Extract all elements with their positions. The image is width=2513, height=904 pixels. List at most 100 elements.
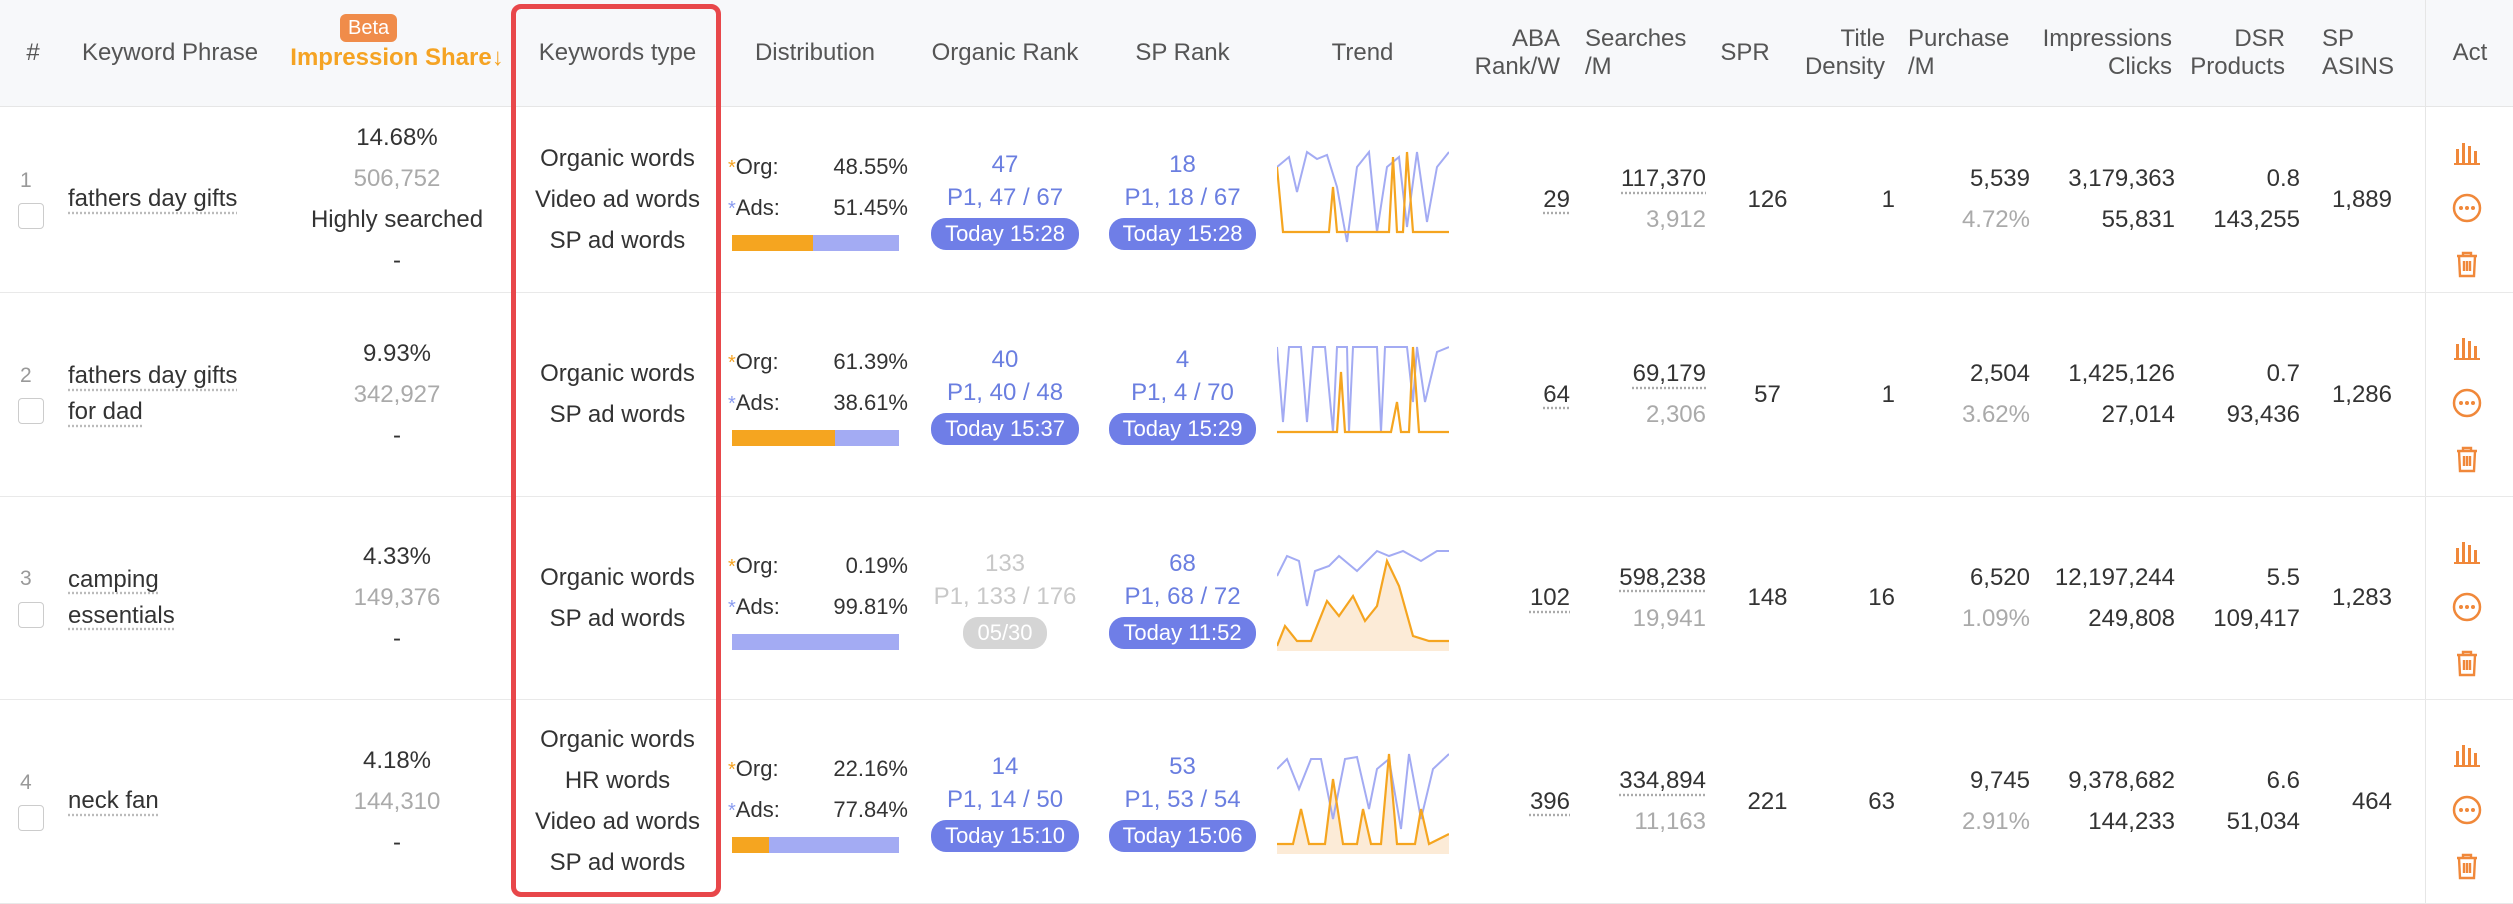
organic-rank-time-badge: Today 15:37 (931, 413, 1079, 445)
aba-rank-cell[interactable]: 29 (1543, 185, 1570, 213)
row-checkbox[interactable] (18, 805, 44, 831)
purchase-cell: 2,504 3.62% (1905, 292, 2030, 496)
col-impression-share[interactable]: Impression Share↓ (290, 44, 504, 71)
keyword-line-1[interactable]: neck fan (68, 787, 159, 814)
distribution-bar (732, 235, 899, 251)
col-impressions-clicks[interactable]: Impressions Clicks (2042, 25, 2172, 80)
organic-rank-page: P1, 40 / 48 (946, 379, 1064, 406)
col-searches[interactable]: Searches/M (1585, 25, 1687, 80)
impression-share-dash: - (393, 625, 401, 652)
organic-rank-cell[interactable]: 47 P1, 47 / 67 Today 15:28 (915, 106, 1095, 292)
dsr-products-cell: 0.7 93,436 (2185, 292, 2300, 496)
impressions-clicks-cell: 9,378,682 144,233 (2030, 699, 2175, 903)
col-spr[interactable]: SPR (1720, 39, 1770, 66)
bar-chart-icon[interactable] (2450, 737, 2484, 771)
keyword-cell[interactable]: fathers day gifts (68, 106, 268, 292)
aba-rank-cell[interactable]: 396 (1529, 787, 1570, 815)
sp-rank-cell[interactable]: 53 P1, 53 / 54 Today 15:06 (1100, 699, 1265, 903)
col-organic-rank[interactable]: Organic Rank (931, 39, 1079, 66)
col-distribution[interactable]: Distribution (754, 39, 876, 66)
bar-chart-icon[interactable] (2450, 534, 2484, 568)
distribution-cell: *Org: 22.16% *Ads: 77.84% (728, 699, 908, 903)
row-checkbox[interactable] (18, 601, 44, 628)
sp-rank-page: P1, 18 / 67 (1124, 184, 1241, 211)
row-checkbox[interactable] (18, 203, 44, 229)
searches-cell[interactable]: 69,179 2,306 (1570, 292, 1706, 496)
searches-value[interactable]: 117,370 (1621, 165, 1706, 192)
keyword-line-2[interactable]: for dad (68, 398, 143, 425)
aba-rank-cell[interactable]: 64 (1543, 380, 1570, 408)
col-aba-rank[interactable]: ABA Rank/W (1474, 25, 1560, 80)
sp-rank-cell[interactable]: 18 P1, 18 / 67 Today 15:28 (1100, 106, 1265, 292)
impression-share-count: 144,310 (353, 787, 441, 815)
trash-icon[interactable] (2450, 442, 2484, 476)
keyword-line-1[interactable]: fathers day gifts (68, 185, 238, 212)
impression-share-pct: 4.33% (362, 543, 432, 570)
col-sp-asins[interactable]: SP ASINS (2322, 25, 2395, 80)
trash-icon[interactable] (2450, 646, 2484, 680)
title-density-cell: 63 (1868, 787, 1895, 815)
dsr-value: 6.6 (2266, 767, 2300, 794)
organic-rank-cell[interactable]: 14 P1, 14 / 50 Today 15:10 (915, 699, 1095, 903)
beta-badge: Beta (340, 14, 398, 42)
sp-rank-cell[interactable]: 68 P1, 68 / 72 Today 11:52 (1100, 496, 1265, 699)
col-title-density[interactable]: Title Density (1804, 25, 1885, 80)
spr-cell: 148 (1747, 584, 1788, 611)
searches-value[interactable]: 598,238 (1619, 563, 1706, 591)
keyword-type-tag: Organic words (540, 726, 695, 753)
trend-sparkline[interactable] (1277, 749, 1449, 854)
searches-cell[interactable]: 598,238 19,941 (1570, 496, 1706, 699)
row-number: 1 (20, 168, 32, 192)
sp-rank-value[interactable]: 68 (1169, 549, 1196, 577)
keyword-cell[interactable]: neck fan (68, 699, 268, 903)
impression-share-dash: - (393, 828, 401, 856)
col-keywords-type[interactable]: Keywords type (538, 39, 697, 66)
bar-chart-icon[interactable] (2450, 135, 2484, 169)
trend-sparkline[interactable] (1277, 147, 1449, 252)
col-sp-rank[interactable]: SP Rank (1135, 39, 1230, 66)
keyword-line-1[interactable]: camping (68, 565, 159, 593)
sp-rank-page: P1, 4 / 70 (1131, 379, 1234, 406)
sp-rank-value[interactable]: 4 (1175, 346, 1190, 373)
organic-rank-value[interactable]: 47 (991, 151, 1019, 178)
products-value: 51,034 (2226, 808, 2300, 835)
keyword-line-1[interactable]: fathers day gifts (68, 362, 238, 389)
aba-rank-cell[interactable]: 102 (1529, 584, 1570, 611)
impression-share-cell: 4.18% 144,310 - (282, 699, 512, 903)
searches-cell[interactable]: 334,894 11,163 (1570, 699, 1706, 903)
sp-rank-time-badge: Today 15:28 (1108, 218, 1257, 250)
trend-sparkline[interactable] (1277, 342, 1449, 447)
trash-icon[interactable] (2450, 849, 2484, 883)
organic-rank-cell[interactable]: 40 P1, 40 / 48 Today 15:37 (915, 292, 1095, 496)
trash-icon[interactable] (2450, 247, 2484, 281)
trend-sparkline[interactable] (1277, 546, 1449, 651)
col-dsr-products[interactable]: DSR Products (2190, 25, 2285, 80)
organic-rank-value[interactable]: 14 (991, 753, 1019, 780)
title-density-cell: 1 (1881, 185, 1895, 213)
sp-rank-page: P1, 68 / 72 (1124, 582, 1241, 610)
organic-rank-value[interactable]: 133 (984, 549, 1026, 577)
more-options-icon[interactable] (2450, 191, 2484, 225)
sp-rank-value[interactable]: 53 (1169, 753, 1196, 780)
col-purchase[interactable]: Purchase/M (1908, 25, 2010, 80)
col-keyword[interactable]: Keyword Phrase (81, 39, 259, 66)
organic-rank-value[interactable]: 40 (991, 346, 1019, 373)
row-checkbox[interactable] (18, 398, 44, 424)
more-options-icon[interactable] (2450, 793, 2484, 827)
sp-rank-value[interactable]: 18 (1169, 151, 1196, 178)
sp-rank-cell[interactable]: 4 P1, 4 / 70 Today 15:29 (1100, 292, 1265, 496)
searches-sub: 2,306 (1645, 401, 1706, 428)
searches-value[interactable]: 334,894 (1619, 767, 1706, 794)
keyword-cell[interactable]: fathers day gifts for dad (68, 292, 268, 496)
row-actions (2450, 330, 2484, 476)
more-options-icon[interactable] (2450, 386, 2484, 420)
purchase-value: 2,504 (1969, 360, 2030, 387)
organic-rank-cell[interactable]: 133 P1, 133 / 176 05/30 (915, 496, 1095, 699)
keyword-line-2[interactable]: essentials (68, 601, 175, 629)
keyword-cell[interactable]: camping essentials (68, 496, 268, 699)
bar-chart-icon[interactable] (2450, 330, 2484, 364)
searches-cell[interactable]: 117,370 3,912 (1570, 106, 1706, 292)
products-value: 93,436 (2226, 401, 2300, 428)
searches-value[interactable]: 69,179 (1632, 360, 1706, 387)
more-options-icon[interactable] (2450, 590, 2484, 624)
